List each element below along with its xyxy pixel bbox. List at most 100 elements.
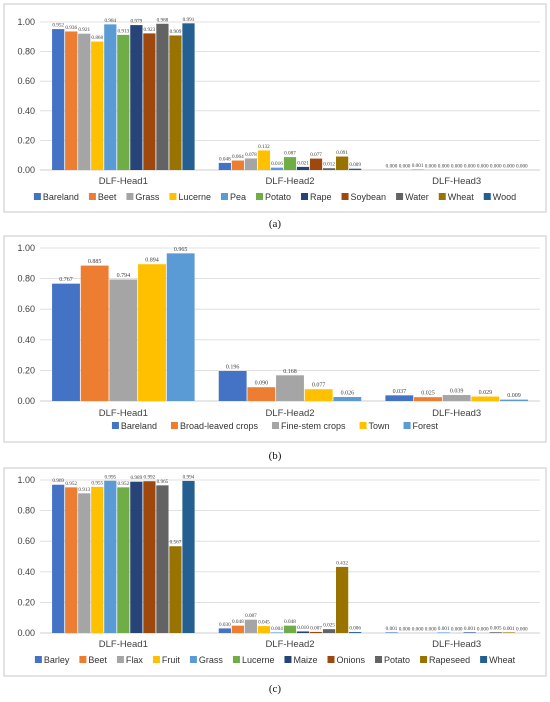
data-label: 0.000 [516,164,528,170]
bar [471,396,500,401]
legend-swatch [396,193,404,200]
chart-panel-c: 0.00 0.20 0.40 0.60 0.80 1.00 0.969 0.952 0.913 0… [0,464,550,702]
legend-label: Lucerne [178,192,211,202]
data-label: 0.995 [104,474,116,480]
bar [91,41,104,171]
data-label: 0.009 [507,393,521,399]
bar [78,493,91,633]
y-tick-label: 0.00 [17,628,35,638]
bar [414,397,442,401]
legend-label: Wheat [489,655,516,665]
data-label: 0.006 [349,626,361,632]
legend-swatch [79,656,87,663]
data-label: 0.000 [425,164,437,170]
bar [130,481,143,633]
bar [156,485,169,633]
legend-swatch [232,656,240,663]
legend-swatch [438,193,446,200]
data-label: 0.039 [450,389,464,395]
category-label: DLF-Head3 [432,408,481,419]
data-label: 0.936 [65,25,77,31]
y-tick-label: 0.60 [17,304,35,314]
data-label: 0.001 [503,626,515,632]
data-label: 0.168 [283,369,297,375]
bar [130,25,143,170]
data-label: 0.992 [144,475,156,481]
legend-label: Water [405,192,429,202]
data-label: 0.952 [52,23,64,29]
legend-swatch [301,193,309,200]
data-label: 0.984 [104,18,116,24]
legend-label: Wheat [448,192,475,202]
data-label: 0.012 [323,162,335,168]
bar [322,168,336,170]
data-label: 0.432 [336,560,348,566]
data-label: 0.909 [170,29,182,35]
data-label: 0.794 [117,273,131,279]
legend-label: Barley [44,655,70,665]
bar [411,169,424,170]
legend-label: Maize [293,655,317,665]
bar [257,150,271,170]
legend-swatch [255,193,263,200]
data-label: 0.005 [490,626,502,632]
legend-swatch [126,193,134,200]
bar [437,632,450,633]
data-label: 0.025 [323,623,335,629]
category-label: DLF-Head1 [99,639,148,650]
bar [500,399,528,401]
legend-label: Forest [413,421,439,431]
data-label: 0.000 [503,164,515,170]
bar [247,387,276,401]
y-tick-label: 0.20 [17,135,35,145]
data-label: 0.026 [341,391,355,397]
legend: Bareland Broad-leaved crops Fine-stem crop… [111,421,439,431]
data-label: 0.025 [421,391,435,397]
data-label: 0.969 [52,478,64,484]
legend-swatch [272,422,280,429]
data-label: 0.988 [157,17,169,23]
data-label: 0.007 [310,625,322,631]
bar [182,480,195,633]
y-tick-label: 0.40 [17,335,35,345]
bar [138,264,166,401]
bar [65,487,78,633]
chart-panel-b: 0.00 0.20 0.40 0.60 0.80 1.00 0.767 0.885 0.794 0… [0,232,550,464]
legend: Barley Beet Flax Fruit Grass Lucerne Maize Onio… [34,655,516,665]
data-label: 0.009 [349,162,361,168]
bar [80,265,109,401]
legend-label: Pea [230,192,246,202]
legend-label: Town [369,421,390,431]
bar [169,35,182,170]
bar [166,253,195,401]
chart-panel-a: 0.00 0.20 0.40 0.60 0.80 1.00 0.952 0.936 0.921 0… [0,0,550,232]
legend-label: Lucerne [242,655,275,665]
y-tick-label: 0.60 [17,76,35,86]
legend-label: Broad-leaved crops [180,421,259,431]
y-tick-label: 0.20 [17,597,35,607]
data-label: 0.994 [183,474,195,480]
legend-swatch [403,422,411,429]
bar [385,395,414,401]
bar [117,487,130,633]
data-label: 0.000 [490,164,502,170]
bar [304,389,333,401]
data-label: 0.000 [451,164,463,170]
y-tick-label: 1.00 [17,243,35,253]
data-label: 0.021 [297,160,309,166]
data-label: 0.952 [117,481,129,487]
bar [322,629,336,633]
data-label: 0.048 [219,156,231,162]
legend-label: Rape [310,192,332,202]
data-label: 0.991 [183,17,195,23]
legend-swatch [111,422,119,429]
legend-swatch [420,656,428,663]
legend-label: Rapeseed [429,655,470,665]
data-label: 0.885 [88,259,102,265]
data-label: 0.030 [219,622,231,628]
bar [109,279,138,401]
bar [283,625,297,633]
legend-label: Grass [199,655,224,665]
data-label: 0.000 [516,627,528,633]
legend-label: Fine-stem crops [281,421,346,431]
